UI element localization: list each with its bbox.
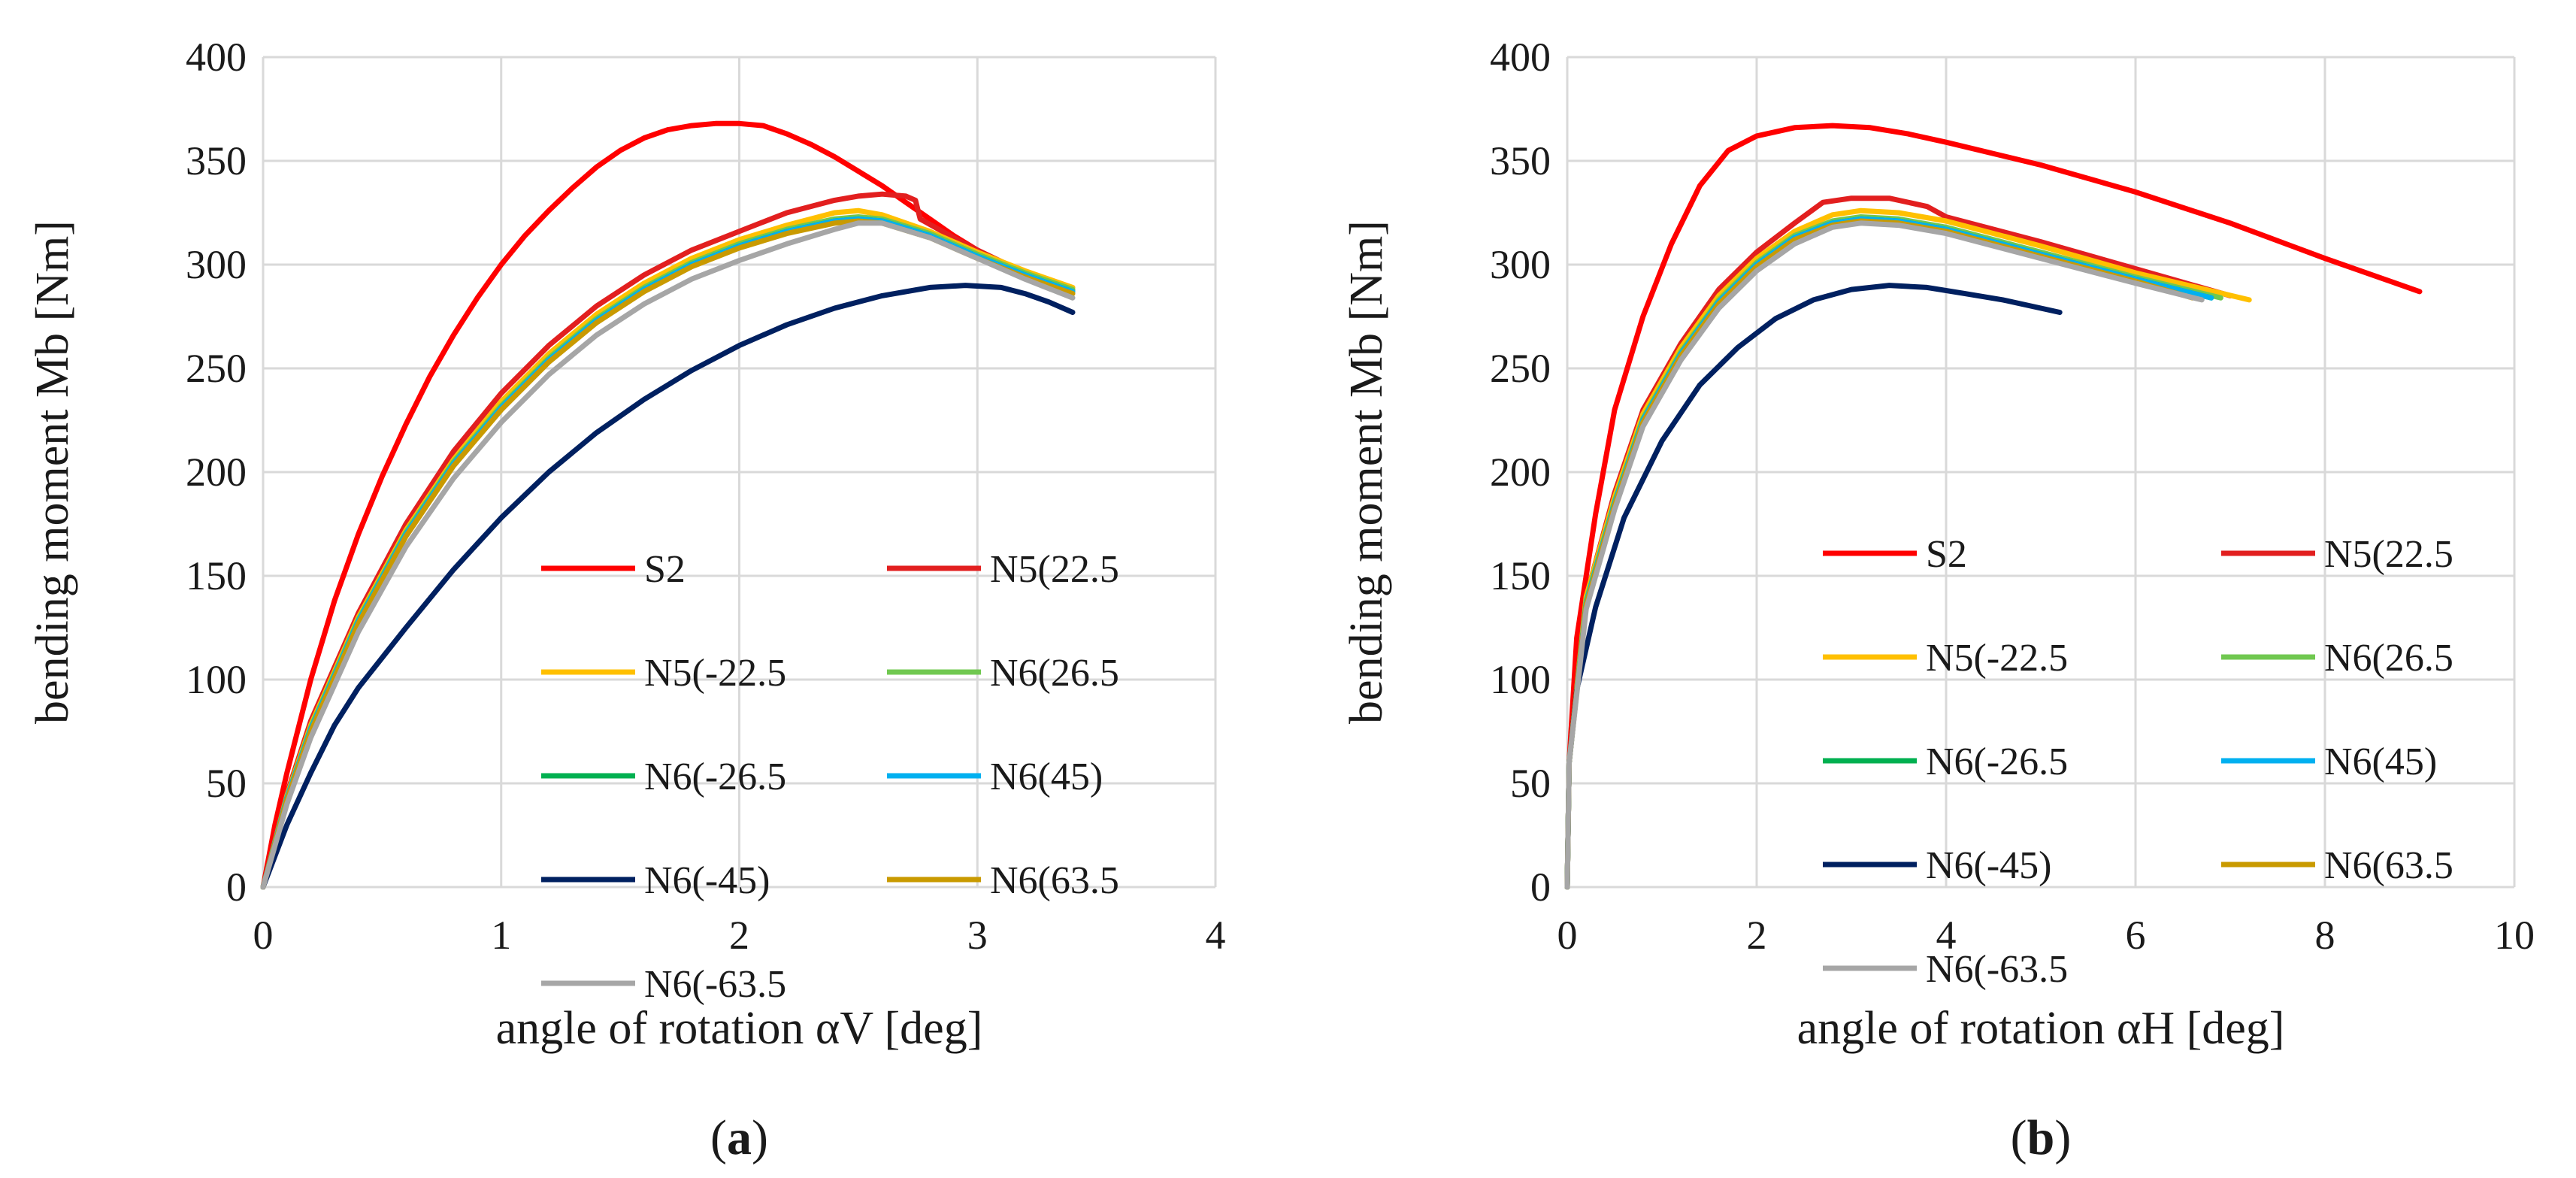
- y-tick-label: 200: [186, 450, 247, 495]
- y-tick-label: 250: [1490, 346, 1551, 391]
- x-tick-label: 4: [1936, 913, 1957, 958]
- y-axis-title: bending moment Mb [Nm]: [27, 220, 78, 724]
- chart-panel-b: 0 50 100 150 200 250 300 350 400 0 2 4 6 8 10 S2 N5(22.5…: [1341, 35, 2535, 1165]
- x-tick-label: 8: [2315, 913, 2335, 958]
- panel-label: (a): [710, 1110, 768, 1165]
- x-axis-title: angle of rotation αV [deg]: [496, 1003, 983, 1054]
- y-tick-label: 400: [1490, 35, 1551, 80]
- legend: S2 N5(22.5 N5(-22.5 N6(26.5 N6(-26.5 N6(45) N6…: [541, 548, 1119, 1006]
- legend: S2 N5(22.5 N5(-22.5 N6(26.5 N6(-26.5 N6(45) N6…: [1823, 533, 2453, 991]
- series-line-3: [1564, 207, 2252, 890]
- panel-label: (b): [2011, 1110, 2072, 1165]
- x-tick-label: 6: [2126, 913, 2146, 958]
- y-tick-label: 150: [1490, 553, 1551, 598]
- series-line-7: [260, 283, 1076, 890]
- legend-label: S2: [1926, 533, 1967, 576]
- panel-letter: b: [2027, 1110, 2055, 1165]
- x-tick-label: 0: [253, 913, 274, 958]
- y-tick-label: 150: [186, 553, 247, 598]
- legend-label: N5(-22.5: [1926, 637, 2068, 680]
- y-tick-label: 300: [1490, 242, 1551, 287]
- y-tick-label: 50: [1510, 761, 1551, 806]
- legend-label: N6(63.5: [990, 859, 1119, 902]
- legend-label: N5(22.5: [990, 548, 1119, 591]
- x-axis-title: angle of rotation αH [deg]: [1797, 1003, 2285, 1054]
- series-line-1: [1564, 123, 2423, 890]
- legend-label: N6(-26.5: [1926, 740, 2068, 783]
- legend-label: N5(22.5: [2324, 533, 2453, 576]
- legend-label: N6(26.5: [990, 652, 1119, 695]
- x-tick-label: 3: [967, 913, 988, 958]
- series-line-2: [260, 191, 1076, 890]
- y-tick-label: 0: [1530, 865, 1551, 910]
- legend-label: N6(-45): [644, 859, 770, 902]
- y-tick-label: 300: [186, 242, 247, 287]
- chart-panel-a: 0 50 100 150 200 250 300 350 400 0 1 2 3 4 S2 N5(22.5 N5…: [27, 35, 1226, 1165]
- panel-letter: a: [727, 1110, 752, 1165]
- legend-label: N5(-22.5: [644, 652, 786, 695]
- legend-label: N6(45): [990, 756, 1103, 798]
- legend-label: N6(-45): [1926, 844, 2052, 887]
- y-tick-label: 350: [1490, 138, 1551, 183]
- series-line-7: [1564, 283, 2063, 890]
- y-tick-label: 250: [186, 346, 247, 391]
- x-tick-label: 2: [1747, 913, 1767, 958]
- y-tick-label: 0: [226, 865, 247, 910]
- y-tick-label: 50: [206, 761, 247, 806]
- legend-label: N6(63.5: [2324, 844, 2453, 887]
- legend-label: N6(45): [2324, 740, 2437, 783]
- y-tick-label: 200: [1490, 450, 1551, 495]
- series-line-9: [260, 220, 1076, 890]
- series-line-9: [1564, 220, 2205, 890]
- x-tick-label: 0: [1557, 913, 1578, 958]
- x-tick-label: 10: [2494, 913, 2535, 958]
- legend-label: S2: [644, 548, 686, 591]
- y-tick-label: 400: [186, 35, 247, 80]
- y-tick-label: 350: [186, 138, 247, 183]
- legend-label: N6(-26.5: [644, 756, 786, 798]
- legend-label: N6(26.5: [2324, 637, 2453, 680]
- y-tick-label: 100: [1490, 657, 1551, 702]
- y-axis-title: bending moment Mb [Nm]: [1341, 220, 1392, 724]
- x-tick-label: 4: [1206, 913, 1226, 958]
- x-tick-label: 1: [491, 913, 511, 958]
- legend-label: N6(-63.5: [644, 963, 786, 1006]
- legend-label: N6(-63.5: [1926, 948, 2068, 991]
- y-tick-label: 100: [186, 657, 247, 702]
- series-line-1: [260, 120, 1076, 890]
- x-tick-label: 2: [729, 913, 749, 958]
